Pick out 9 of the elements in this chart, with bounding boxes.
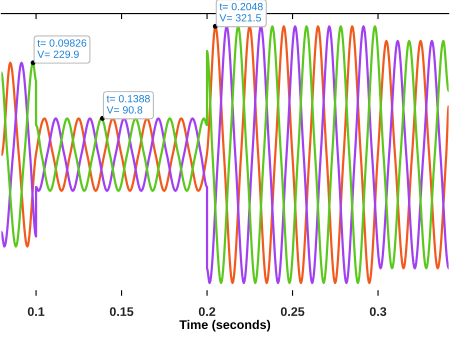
x-tick-label: 0.3 xyxy=(370,307,386,316)
x-tick-label: 0.15 xyxy=(110,307,134,316)
annotation: t= 0.2048 V= 321.5 xyxy=(219,2,263,22)
x-tick-label: 0.25 xyxy=(280,307,304,316)
annotation: t= 0.1388 V= 90.8 xyxy=(106,95,150,114)
x-axis-title: Time (seconds) xyxy=(179,320,270,332)
x-tick-label: 0.2 xyxy=(198,307,216,316)
annotation: t= 0.09826 V= 229.9 xyxy=(37,39,86,58)
x-tick-label: 0.1 xyxy=(28,307,44,316)
